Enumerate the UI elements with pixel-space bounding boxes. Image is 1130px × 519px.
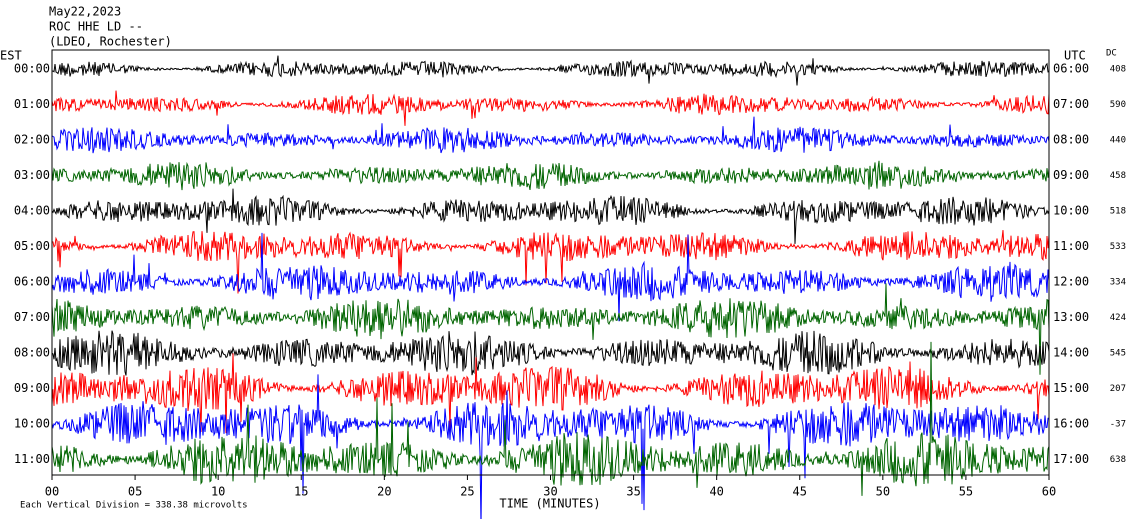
utc-label: 15:00: [1053, 381, 1089, 395]
x-tick-label: 30: [543, 485, 557, 499]
dc-value: 533: [1110, 242, 1126, 252]
utc-label: 17:00: [1053, 452, 1089, 466]
x-tick-label: 60: [1042, 485, 1056, 499]
dc-value: 408: [1110, 65, 1126, 75]
est-label: 08:00: [14, 346, 50, 360]
x-tick-label: 20: [377, 485, 391, 499]
x-tick-label: 25: [460, 485, 474, 499]
est-label: 04:00: [14, 204, 50, 218]
utc-label: 07:00: [1053, 97, 1089, 111]
dc-value: 518: [1110, 207, 1126, 217]
footer: Each Vertical Division = 338.38 microvol…: [20, 501, 248, 511]
utc-label: 12:00: [1053, 275, 1089, 289]
x-tick-label: 40: [709, 485, 723, 499]
est-label: 03:00: [14, 168, 50, 182]
utc-label: 08:00: [1053, 133, 1089, 147]
est-label: 11:00: [14, 452, 50, 466]
trace: [51, 160, 1050, 191]
dc-value: 458: [1110, 171, 1126, 181]
trace: [51, 90, 1050, 126]
est-label: 02:00: [14, 133, 50, 147]
dc-value: 638: [1110, 455, 1126, 465]
utc-label: 14:00: [1053, 346, 1089, 360]
trace: [51, 232, 1050, 322]
left-axis-title: EST: [0, 49, 22, 63]
dc-value: 545: [1110, 349, 1126, 359]
est-label: 00:00: [14, 62, 50, 76]
x-tick-label: 10: [211, 485, 225, 499]
trace: [51, 341, 1050, 496]
est-label: 07:00: [14, 310, 50, 324]
x-tick-label: 50: [876, 485, 890, 499]
trace: [51, 353, 1050, 434]
dc-value: 207: [1110, 384, 1126, 394]
est-label: 09:00: [14, 381, 50, 395]
x-tick-label: 00: [45, 485, 59, 499]
traces: [51, 55, 1050, 519]
x-tick-label: 35: [626, 485, 640, 499]
trace: [51, 188, 1050, 244]
trace: [51, 330, 1050, 376]
utc-label: 13:00: [1053, 310, 1089, 324]
dc-title: DC: [1106, 49, 1117, 59]
trace: [51, 283, 1050, 375]
dc-value: 590: [1110, 100, 1126, 110]
dc-value: -37: [1110, 420, 1126, 430]
x-tick-label: 45: [793, 485, 807, 499]
x-tick-label: 15: [294, 485, 308, 499]
utc-label: 10:00: [1053, 204, 1089, 218]
x-tick-label: 55: [959, 485, 973, 499]
trace: [51, 55, 1050, 86]
utc-label: 11:00: [1053, 239, 1089, 253]
utc-label: 09:00: [1053, 168, 1089, 182]
trace: [51, 230, 1050, 294]
est-label: 10:00: [14, 417, 50, 431]
x-axis-title: TIME (MINUTES): [499, 497, 600, 511]
header-line: May22,2023: [49, 5, 121, 19]
est-label: 01:00: [14, 97, 50, 111]
utc-label: 16:00: [1053, 417, 1089, 431]
trace: [51, 116, 1050, 154]
dc-value: 334: [1110, 278, 1126, 288]
x-tick-label: 05: [128, 485, 142, 499]
header-line: ROC HHE LD --: [49, 20, 143, 34]
trace: [51, 374, 1049, 519]
est-label: 05:00: [14, 239, 50, 253]
est-label: 06:00: [14, 275, 50, 289]
dc-value: 424: [1110, 313, 1126, 323]
dc-value: 440: [1110, 136, 1126, 146]
utc-label: 06:00: [1053, 62, 1089, 76]
right-axis-title: UTC: [1064, 49, 1086, 63]
header-line: (LDEO, Rochester): [49, 35, 172, 49]
